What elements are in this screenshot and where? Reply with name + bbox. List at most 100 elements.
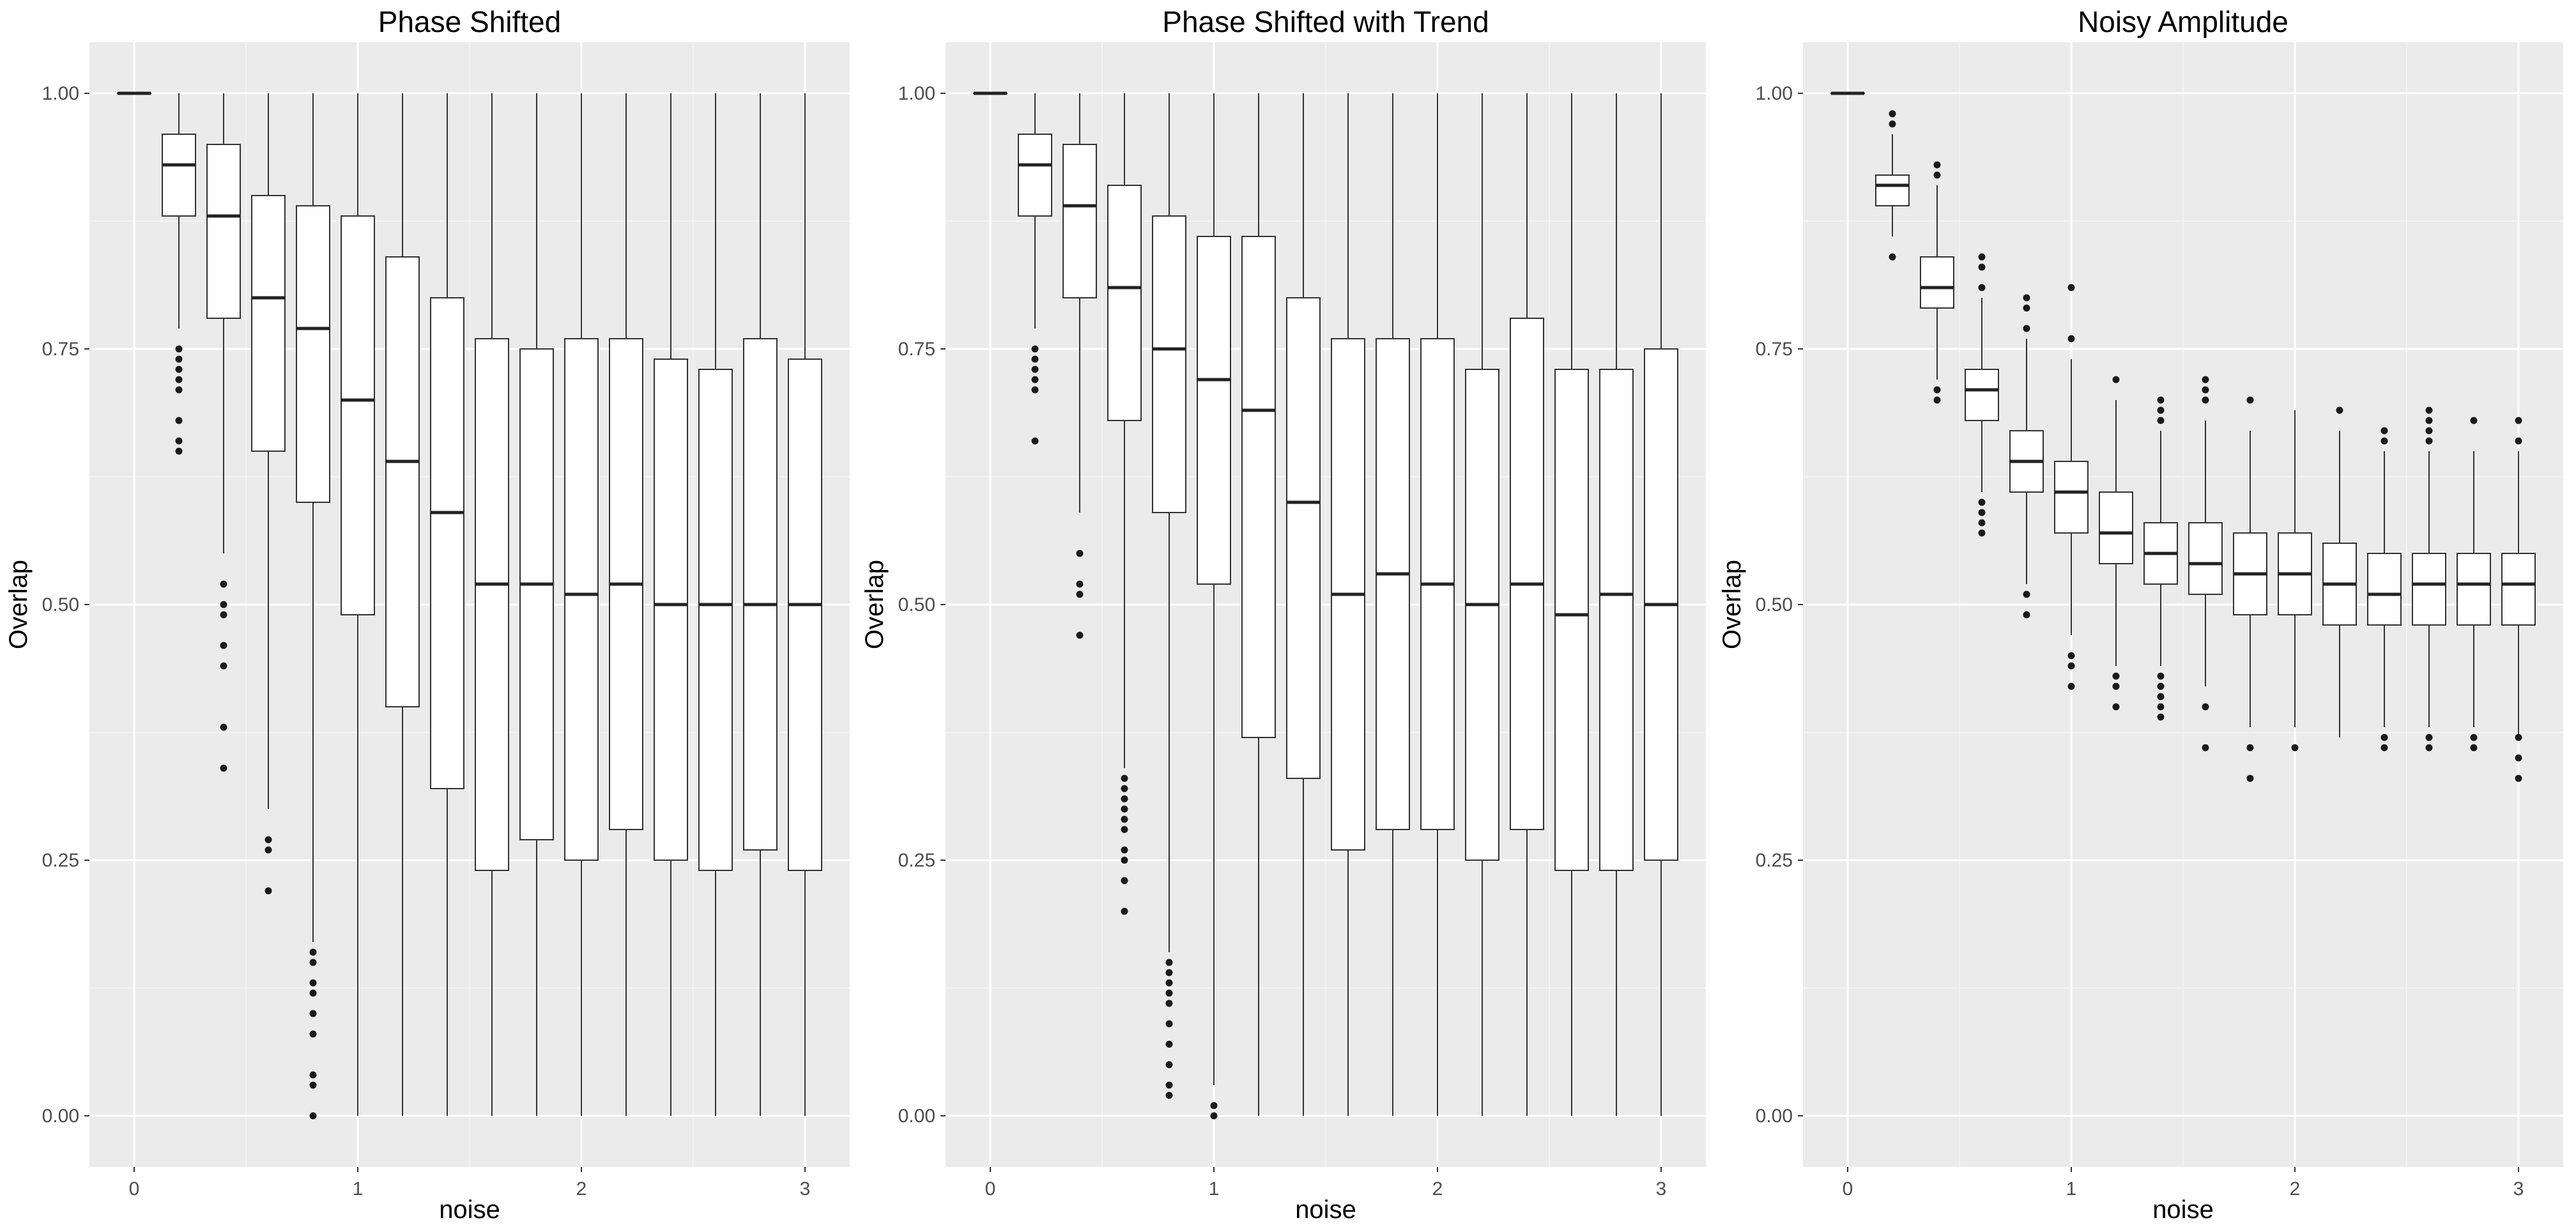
x-tick-label: 0 [1843,1178,1853,1200]
y-tick-label: 1.00 [42,83,79,104]
outlier-point [2067,284,2075,291]
box [1018,134,1052,217]
outlier-point [264,887,272,895]
box-group [2143,396,2178,721]
outlier-point [220,642,227,649]
outlier-point [2157,703,2165,711]
x-axis-title: noise [439,1196,500,1224]
outlier-point [309,1081,317,1089]
outlier-point [1210,1102,1218,1109]
outlier-point [309,1030,317,1038]
outlier-point [175,376,183,383]
outlier-point [2470,734,2478,741]
box-group [1644,93,1678,1116]
box [341,215,375,615]
outlier-point [1165,999,1173,1007]
outlier-point [1031,437,1039,445]
outlier-point [2112,672,2120,680]
outlier-point [220,601,227,608]
outlier-point [1978,284,1986,291]
outlier-point [220,580,227,588]
box-group [1062,93,1097,639]
outlier-point [1978,498,1986,506]
outlier-point [1933,386,1941,394]
y-tick-label: 0.00 [1756,1106,1793,1127]
y-tick-label: 0.50 [1756,594,1793,615]
outlier-point [2336,406,2343,414]
outlier-point [1121,805,1128,813]
outlier-point [1121,775,1128,782]
outlier-point [2425,437,2433,445]
outlier-point [309,1010,317,1017]
box-group [162,93,196,455]
box [1107,185,1142,421]
box-group [1241,93,1276,1116]
outlier-point [2157,693,2165,700]
box [2099,491,2133,564]
box-group [1376,93,1410,1116]
outlier-point [2067,335,2075,343]
box-group [2009,294,2044,619]
outlier-point [2425,427,2433,435]
outlier-point [1121,877,1128,884]
outlier-point [1121,826,1128,833]
outlier-point [1165,989,1173,997]
outlier-point [1933,396,1941,404]
outlier-point [175,345,183,353]
outlier-point [2023,304,2030,312]
outlier-point [175,355,183,363]
box-group [2233,396,2267,782]
box-group [2188,376,2223,752]
outlier-point [175,386,183,394]
outlier-point [1121,815,1128,823]
box-group [251,93,286,895]
box-group [341,93,375,1116]
outlier-point [1978,253,1986,261]
panel-1: 0.00 0.25 0.50 0.75 1.00 0 1 2 3 Phase Shifted noi… [4,5,850,1224]
outlier-point [2246,775,2254,782]
outlier-point [2246,744,2254,752]
y-tick-label: 1.00 [898,83,935,104]
box [1875,174,1910,206]
box [251,195,286,452]
box-group [430,93,464,1116]
outlier-point [1978,529,1986,537]
box [2501,553,2536,626]
outlier-point [1165,969,1173,976]
outlier-point [2515,417,2522,424]
outlier-point [2023,325,2030,332]
box [206,144,241,319]
panel-3: 0.00 0.25 0.50 0.75 1.00 0 1 2 3 Noisy Amplitude n… [1718,5,2563,1224]
outlier-point [1165,959,1173,966]
chart-title: Noisy Amplitude [2078,5,2288,38]
outlier-point [2157,417,2165,424]
outlier-point [175,366,183,373]
box-group [1331,93,1365,1116]
outlier-point [175,437,183,445]
box-group [475,93,509,1116]
chart-title: Phase Shifted [378,5,561,38]
outlier-point [1889,120,1896,128]
outlier-point [2425,417,2433,424]
box-group [1286,93,1321,1116]
outlier-point [1165,1092,1173,1099]
x-tick-label: 1 [353,1178,364,1200]
outlier-point [2515,437,2522,445]
box-group [2322,406,2357,737]
box [2457,553,2491,626]
box-group [698,93,733,1116]
outlier-point [2470,744,2478,752]
outlier-point [1165,1040,1173,1048]
outlier-point [2425,406,2433,414]
outlier-point [2112,703,2120,711]
outlier-point [2157,713,2165,721]
outlier-point [1933,171,1941,179]
x-tick-label: 0 [129,1178,140,1200]
outlier-point [1031,366,1039,373]
box-group [2501,417,2536,782]
outlier-point [2202,744,2209,752]
box [1510,318,1544,830]
box [1554,369,1589,871]
y-tick-label: 0.75 [1756,339,1793,360]
outlier-point [1210,1112,1218,1120]
